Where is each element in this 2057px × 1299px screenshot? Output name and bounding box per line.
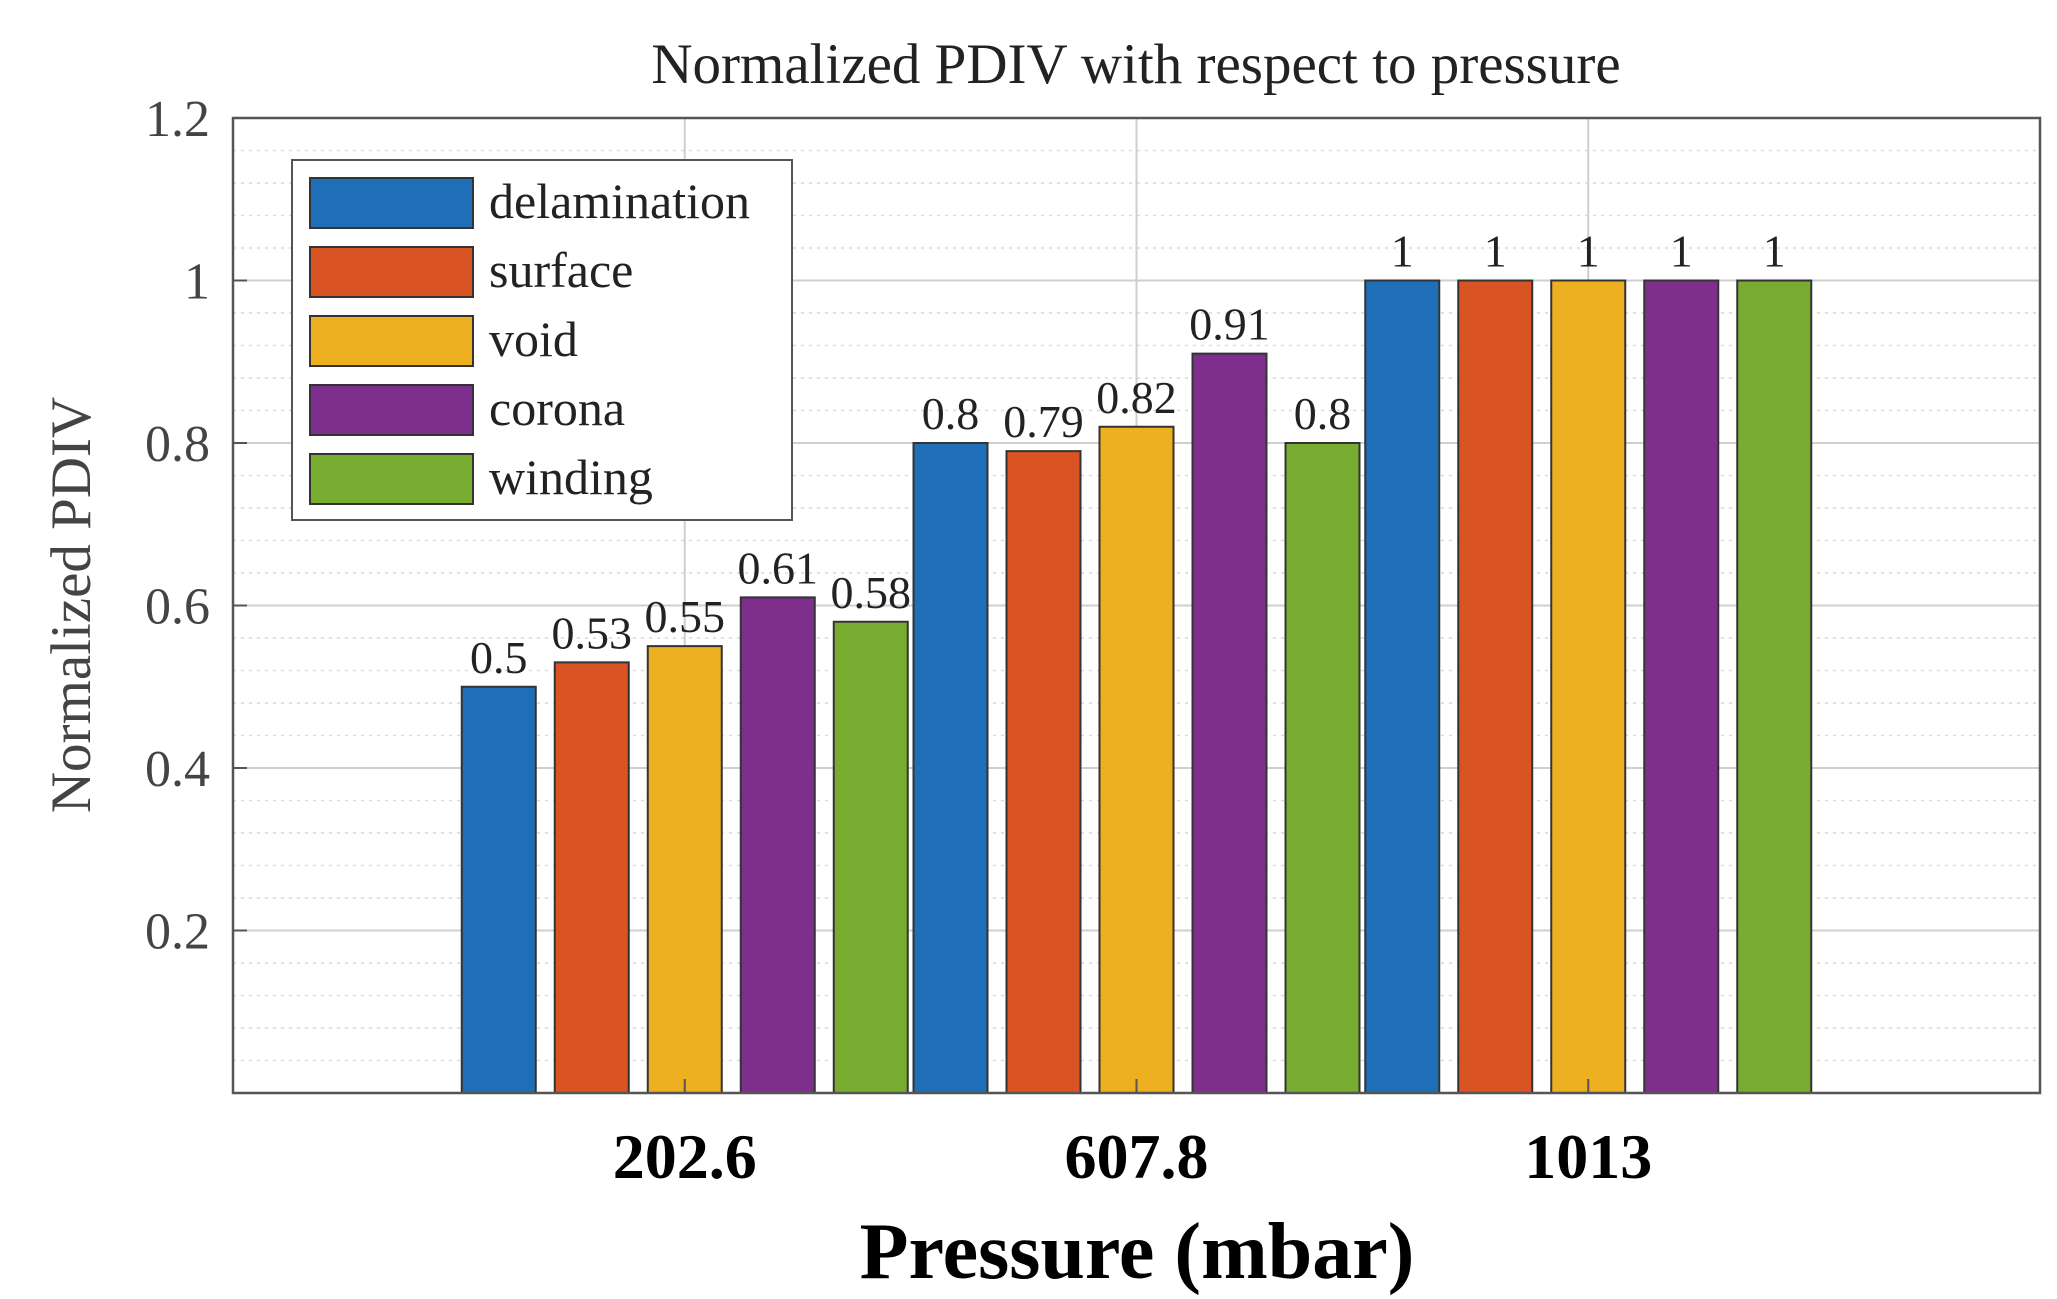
bar-surface-1013 — [1457, 279, 1534, 1094]
data-label-delamination-1013: 1 — [1391, 226, 1414, 277]
y-tick-label: 1 — [184, 254, 210, 311]
data-label-void-1013: 1 — [1577, 226, 1600, 277]
x-tick-label: 202.6 — [613, 1121, 757, 1192]
y-axis-label: Normalized PDIV — [40, 397, 103, 813]
bar-void-1013 — [1550, 279, 1627, 1094]
y-tick-label: 0.6 — [145, 579, 210, 636]
bar-surface-607.8 — [1005, 450, 1082, 1094]
legend-label-corona: corona — [489, 380, 625, 436]
data-label-surface-1013: 1 — [1484, 226, 1507, 277]
data-label-surface-607.8: 0.79 — [1003, 396, 1084, 447]
bar-winding-607.8 — [1284, 442, 1361, 1094]
bar-corona-1013 — [1643, 279, 1720, 1094]
data-label-surface-202.6: 0.53 — [552, 607, 633, 658]
bar-delamination-1013 — [1364, 279, 1441, 1094]
legend: delamination surface void corona winding — [291, 159, 793, 521]
legend-swatch-void — [309, 315, 474, 367]
data-label-corona-1013: 1 — [1670, 226, 1693, 277]
legend-swatch-corona — [309, 384, 474, 436]
bar-void-202.6 — [646, 645, 723, 1094]
legend-label-winding: winding — [489, 449, 653, 505]
bar-void-607.8 — [1098, 425, 1175, 1094]
data-label-void-202.6: 0.55 — [645, 591, 726, 642]
data-label-delamination-202.6: 0.5 — [470, 632, 528, 683]
y-tick-label: 1.2 — [145, 91, 210, 148]
bar-surface-202.6 — [553, 661, 630, 1094]
legend-swatch-delamination — [309, 177, 474, 229]
legend-label-surface: surface — [489, 242, 633, 298]
x-tick-label: 1013 — [1524, 1121, 1652, 1192]
bars — [460, 279, 1813, 1094]
data-label-winding-1013: 1 — [1763, 226, 1786, 277]
data-label-corona-607.8: 0.91 — [1189, 299, 1270, 350]
data-label-winding-202.6: 0.58 — [831, 567, 912, 618]
data-label-corona-202.6: 0.61 — [738, 542, 819, 593]
y-tick-label: 0.4 — [145, 741, 210, 798]
y-tick-label: 0.8 — [145, 416, 210, 473]
bar-delamination-607.8 — [912, 442, 989, 1094]
bar-winding-1013 — [1736, 279, 1813, 1094]
legend-swatch-surface — [309, 246, 474, 298]
bar-corona-607.8 — [1191, 352, 1268, 1094]
x-axis-label: Pressure (mbar) — [860, 1208, 1415, 1296]
data-label-delamination-607.8: 0.8 — [922, 388, 980, 439]
axis-ticks: 0.2 0.4 0.6 0.8 1 1.2 202.6 607.8 1013 — [145, 91, 1652, 1192]
chart-title: Normalized PDIV with respect to pressure — [651, 33, 1620, 96]
x-tick-label: 607.8 — [1065, 1121, 1209, 1192]
bar-winding-202.6 — [832, 620, 909, 1094]
y-tick-label: 0.2 — [145, 904, 210, 961]
data-label-winding-607.8: 0.8 — [1294, 388, 1352, 439]
bar-delamination-202.6 — [460, 685, 537, 1094]
bar-corona-202.6 — [739, 596, 816, 1094]
legend-label-void: void — [489, 311, 578, 367]
legend-label-delamination: delamination — [489, 173, 750, 229]
legend-swatch-winding — [309, 453, 474, 505]
data-labels: 0.5 0.8 1 0.53 0.79 1 0.55 0.82 1 0.61 0.91 1 0.58 0.… — [470, 226, 1786, 683]
data-label-void-607.8: 0.82 — [1096, 372, 1177, 423]
